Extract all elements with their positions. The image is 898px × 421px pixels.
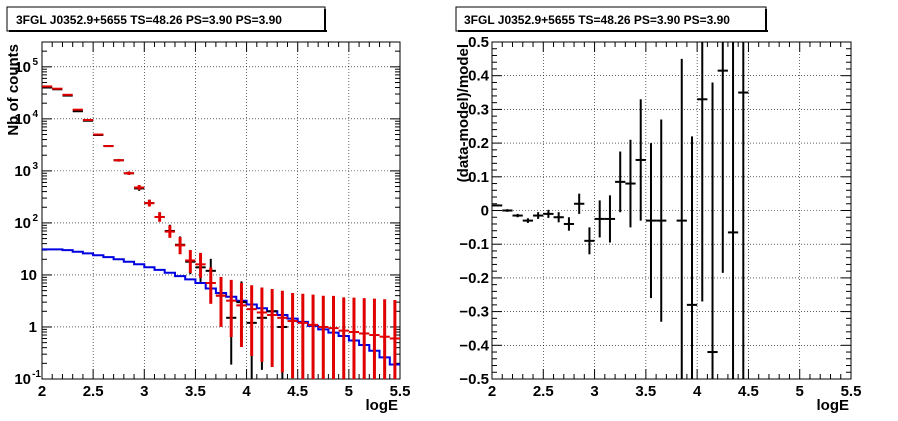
residuals-xtick-label: 3 <box>590 383 598 400</box>
counts-title: 3FGL J0352.9+5655 TS=48.26 PS=3.90 PS=3.… <box>16 13 282 27</box>
counts-frame <box>41 41 401 380</box>
residuals-xtick-label: 4 <box>693 383 702 400</box>
counts-ytick-label: 10 <box>14 111 31 128</box>
counts-title-box: 3FGL J0352.9+5655 TS=48.26 PS=3.90 PS=3.… <box>6 6 327 32</box>
counts-ytick-label: 10 <box>14 215 31 232</box>
residuals-ytick-label: 0 <box>481 203 489 220</box>
residuals-xtick-label: 5 <box>796 383 804 400</box>
residuals-ytick-label: 0.2 <box>468 135 489 152</box>
residuals-title: 3FGL J0352.9+5655 TS=48.26 PS=3.90 PS=3.… <box>464 13 730 27</box>
background-model-line <box>42 248 400 366</box>
counts-ytick-label: 1 <box>29 319 37 336</box>
residuals-xtick-label: 5.5 <box>841 383 862 400</box>
counts-panel: 3FGL J0352.9+5655 TS=48.26 PS=3.90 PS=3.… <box>5 6 411 414</box>
counts-ytick-exponent: -1 <box>32 369 41 380</box>
residuals-yaxis-title: (data-model)/model <box>455 44 472 182</box>
counts-xtick-label: 2.5 <box>83 383 104 400</box>
counts-xtick-label: 5 <box>345 383 353 400</box>
residuals-frame <box>491 41 852 380</box>
residuals-xtick-label: 4.5 <box>738 383 759 400</box>
residuals-ytick-label: −0.1 <box>459 236 489 253</box>
counts-xtick-label: 2 <box>38 383 46 400</box>
residuals-xtick-label: 2 <box>488 383 496 400</box>
residuals-ytick-label: 0.3 <box>468 101 489 118</box>
residuals-ytick-label: −0.5 <box>459 371 489 388</box>
counts-ytick-label: 10 <box>20 267 37 284</box>
residuals-xtick-label: 2.5 <box>533 383 554 400</box>
counts-ytick-label: 10 <box>14 163 31 180</box>
residuals-title-box: 3FGL J0352.9+5655 TS=48.26 PS=3.90 PS=3.… <box>455 6 768 32</box>
residuals-ytick-label: −0.4 <box>459 337 489 354</box>
counts-ytick-exponent: 5 <box>32 57 38 68</box>
counts-xtick-label: 5.5 <box>390 383 411 400</box>
counts-xaxis-title: logE <box>366 397 399 414</box>
counts-xtick-label: 3.5 <box>185 383 206 400</box>
residuals-ytick-label: 0.1 <box>468 169 489 186</box>
counts-ytick-exponent: 4 <box>32 109 38 120</box>
residuals-ytick-label: 0.5 <box>468 34 489 51</box>
counts-xtick-label: 4 <box>242 383 251 400</box>
counts-xtick-label: 4.5 <box>287 383 308 400</box>
counts-ytick-exponent: 3 <box>32 161 38 172</box>
residuals-panel: 3FGL J0352.9+5655 TS=48.26 PS=3.90 PS=3.… <box>455 6 861 414</box>
counts-xtick-label: 3 <box>140 383 148 400</box>
counts-ytick-label: 10 <box>14 59 31 76</box>
counts-ytick-exponent: 2 <box>32 213 38 224</box>
counts-ytick-label: 10 <box>14 371 31 388</box>
residuals-xaxis-title: logE <box>817 397 850 414</box>
residuals-ytick-label: −0.2 <box>459 270 489 287</box>
counts-yaxis-title: Nb of counts <box>5 44 22 136</box>
residuals-ytick-label: −0.3 <box>459 304 489 321</box>
residuals-ytick-label: 0.4 <box>468 68 490 85</box>
residuals-xtick-label: 3.5 <box>635 383 656 400</box>
